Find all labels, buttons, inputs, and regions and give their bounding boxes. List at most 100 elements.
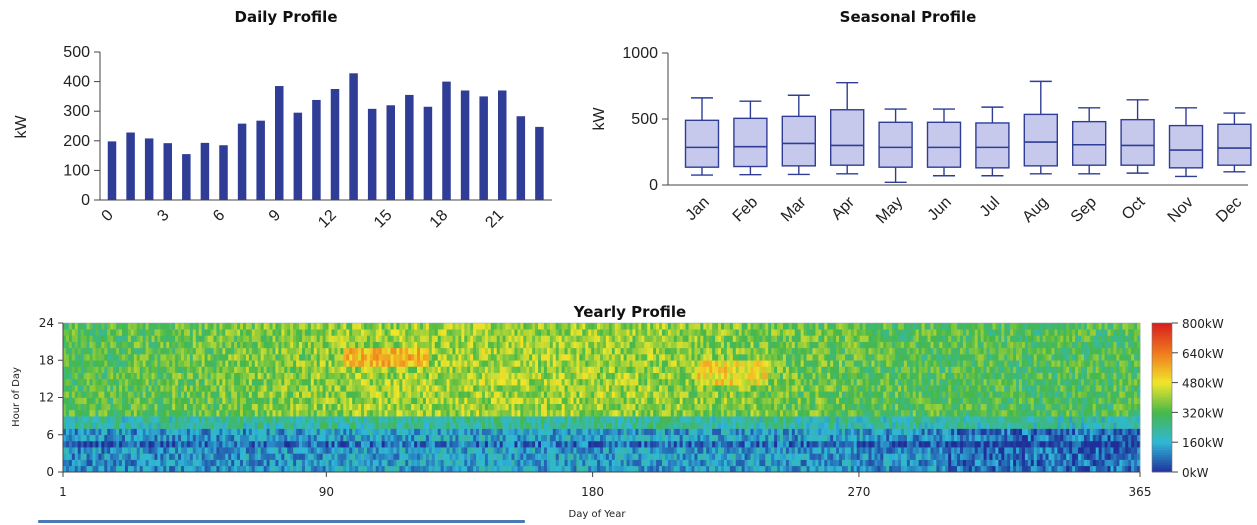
heatmap-cell: [541, 453, 545, 460]
heatmap-cell: [366, 341, 371, 349]
heatmap-cell: [455, 385, 459, 392]
heatmap-cell: [77, 409, 82, 417]
heatmap-cell: [178, 453, 182, 460]
heatmap-cell: [458, 335, 462, 342]
heatmap-cell: [287, 428, 291, 436]
heatmap-cell: [611, 347, 616, 355]
heatmap-cell: [414, 428, 418, 436]
heatmap-cell: [157, 409, 161, 417]
heatmap-cell: [145, 347, 149, 355]
heatmap-cell: [476, 360, 480, 367]
heatmap-cell: [346, 422, 350, 429]
heatmap-cell: [626, 416, 630, 423]
heatmap-cell: [124, 422, 129, 429]
heatmap-cell: [605, 403, 610, 411]
heatmap-cell: [358, 465, 362, 473]
heatmap-cell: [340, 447, 344, 454]
heatmap-cell: [629, 372, 633, 380]
heatmap-cell: [63, 403, 67, 411]
daily-bar: [386, 105, 395, 200]
heatmap-cell: [160, 335, 164, 342]
heatmap-cell: [275, 447, 279, 454]
heatmap-cell: [101, 335, 105, 342]
heatmap-cell: [387, 422, 391, 429]
heatmap-cell: [107, 335, 111, 342]
heatmap-cell: [186, 422, 191, 429]
heatmap-cell: [245, 434, 250, 442]
heatmap-cell: [172, 366, 176, 373]
heatmap-cell: [405, 378, 409, 386]
heatmap-cell: [363, 323, 368, 330]
heatmap-cell: [201, 440, 206, 448]
heatmap-cell: [470, 397, 474, 405]
heatmap-cell: [352, 397, 356, 405]
heatmap-cell: [189, 372, 194, 380]
heatmap-cell: [608, 335, 613, 342]
heatmap-cell: [641, 385, 645, 392]
heatmap-cell: [110, 366, 114, 373]
heatmap-cell: [290, 422, 294, 429]
heatmap-cell: [384, 422, 388, 429]
heatmap-cell: [555, 354, 560, 361]
heatmap-cell: [281, 453, 285, 460]
heatmap-cell: [582, 428, 586, 436]
heatmap-cell: [77, 335, 82, 342]
heatmap-cell: [86, 434, 90, 442]
heatmap-cell: [139, 440, 144, 448]
heatmap-cell: [408, 440, 412, 448]
heatmap-cell: [387, 378, 391, 386]
heatmap-cell: [263, 335, 267, 342]
heatmap-cell: [641, 465, 645, 473]
heatmap-cell: [561, 347, 566, 355]
heatmap-cell: [142, 465, 147, 473]
heatmap-cell: [340, 366, 344, 373]
heatmap-cell: [461, 347, 465, 355]
heatmap-cell: [425, 391, 430, 398]
heatmap-cell: [484, 372, 489, 380]
heatmap-cell: [207, 354, 211, 361]
heatmap-cell: [266, 422, 270, 429]
heatmap-cell: [405, 465, 409, 473]
heatmap-cell: [98, 341, 102, 349]
heatmap-cell: [207, 366, 211, 373]
heatmap-cell: [71, 416, 76, 423]
heatmap-cell: [352, 440, 356, 448]
heatmap-cell: [340, 335, 344, 342]
heatmap-cell: [470, 391, 474, 398]
heatmap-cell: [307, 447, 312, 454]
heatmap-cell: [405, 341, 409, 349]
heatmap-cell: [653, 385, 657, 392]
heatmap-cell: [576, 372, 580, 380]
heatmap-cell: [455, 372, 459, 380]
heatmap-cell: [638, 397, 642, 405]
heatmap-cell: [473, 329, 477, 336]
heatmap-cell: [647, 391, 651, 398]
heatmap-cell: [434, 453, 439, 460]
heatmap-cell: [245, 354, 250, 361]
heatmap-cell: [107, 440, 111, 448]
heatmap-cell: [467, 323, 471, 330]
heatmap-cell: [337, 347, 341, 355]
heatmap-cell: [325, 397, 329, 405]
heatmap-cell: [254, 341, 259, 349]
heatmap-cell: [160, 385, 164, 392]
heatmap-cell: [482, 378, 486, 386]
heatmap-cell: [543, 403, 548, 411]
heatmap-cell: [549, 341, 554, 349]
heatmap-cell: [387, 391, 391, 398]
heatmap-cell: [310, 366, 315, 373]
heatmap-cell: [387, 347, 391, 355]
heatmap-cell: [160, 366, 164, 373]
heatmap-cell: [145, 341, 149, 349]
heatmap-cell: [611, 428, 616, 436]
heatmap-cell: [390, 459, 394, 467]
heatmap-cell: [307, 378, 312, 386]
heatmap-cell: [74, 378, 79, 386]
heatmap-cell: [564, 329, 568, 336]
heatmap-cell: [133, 378, 138, 386]
daily-y-tick-label: 300: [63, 103, 90, 120]
heatmap-cell: [476, 347, 480, 355]
heatmap-cell: [499, 416, 504, 423]
heatmap-cell: [564, 366, 568, 373]
heatmap-cell: [411, 403, 415, 411]
